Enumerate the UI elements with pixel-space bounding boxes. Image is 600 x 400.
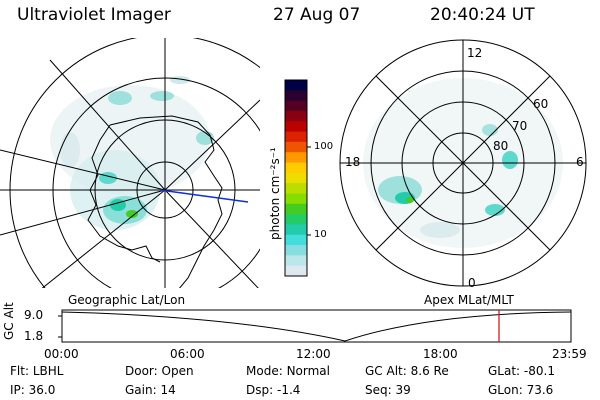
timeline-ytick-1_8: 1.8 [24,329,44,343]
timeline-panel [58,309,572,343]
mlt-label-18: 18 [345,155,361,169]
status-glat: GLat: -80.1 [488,364,555,378]
mlt-label-6: 6 [576,155,584,169]
colorbar-band [285,141,307,153]
colorbar-band [285,265,307,277]
colorbar-band [285,234,307,246]
colorbar-band [285,152,307,164]
colorbar [285,80,307,277]
colorbar-band [285,131,307,143]
status-mode: Mode: Normal [246,364,330,378]
mlat-label-60: 60 [533,97,549,111]
instrument-title: Ultraviolet Imager [17,5,171,25]
time-label: 20:40:24 UT [430,5,535,25]
right-map-caption: Apex MLat/MLT [424,293,514,307]
right-magnetic-map [339,39,587,287]
timeline-y-label: GC Alt [2,302,16,340]
colorbar-label-10: 10 [314,229,327,240]
colorbar-band [285,224,307,236]
mlt-label-0: 0 [468,276,476,290]
colorbar-band [285,255,307,267]
colorbar-band [285,121,307,133]
timeline-xtick-2359: 23:59 [552,347,587,361]
colorbar-band [285,90,307,102]
left-map-caption: Geographic Lat/Lon [68,293,186,307]
timeline-xtick-1200: 12:00 [296,347,331,361]
status-gain: Gain: 14 [125,383,176,397]
colorbar-label-100: 100 [314,141,334,152]
colorbar-unit-label: photon cm⁻²s⁻¹ [268,147,282,240]
timeline-xtick-0000: 00:00 [44,347,79,361]
mlat-label-70: 70 [512,119,528,133]
mlt-meridians [340,40,586,286]
altitude-curve [61,311,572,342]
status-filter: Flt: LBHL [10,364,64,378]
colorbar-frame [284,79,308,277]
colorbar-band [285,203,307,215]
mlat-label-80: 80 [493,139,509,153]
colorbar-band [285,193,307,205]
colorbar-band [285,162,307,174]
antarctica-coastline [87,115,223,288]
status-door: Door: Open [125,364,194,378]
timeline-ytick-9: 9.0 [24,308,44,322]
colorbar-band [285,80,307,91]
colorbar-band [285,245,307,256]
mlt-label-12: 12 [467,46,483,60]
colorbar-band [285,183,307,194]
status-glon: GLon: 73.6 [488,383,554,397]
left-geographic-map [0,38,260,288]
terminator-line [159,189,249,203]
status-seq: Seq: 39 [365,383,411,397]
status-dsp: Dsp: -1.4 [246,383,301,397]
colorbar-band [285,100,307,112]
colorbar-band [285,110,307,122]
timeline-xtick-1800: 18:00 [423,347,458,361]
colorbar-band [285,214,307,225]
date-label: 27 Aug 07 [273,5,361,25]
status-ip: IP: 36.0 [10,383,56,397]
aurora-emission-left [50,76,214,230]
timeline-xtick-0600: 06:00 [170,347,205,361]
status-gc-alt: GC Alt: 8.6 Re [365,364,449,378]
colorbar-band [285,172,307,184]
